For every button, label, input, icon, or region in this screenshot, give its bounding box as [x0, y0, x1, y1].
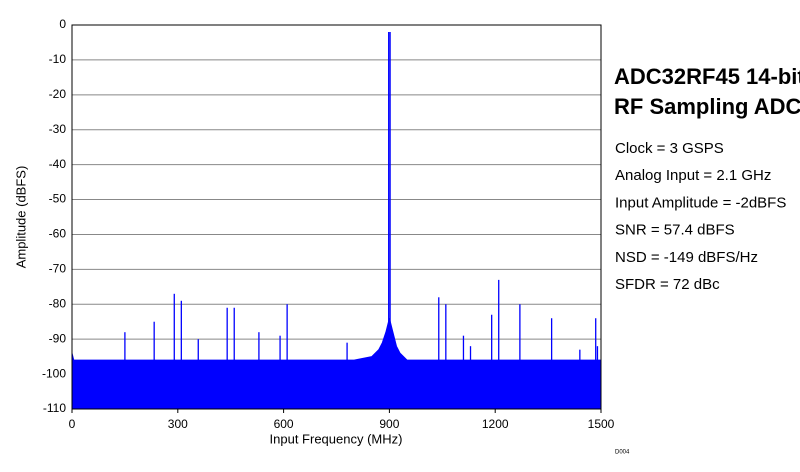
y-tick-label: -50 — [49, 192, 67, 206]
x-axis-title: Input Frequency (MHz) — [270, 431, 403, 446]
y-tick-label: -40 — [49, 157, 67, 171]
y-tick-label: -80 — [49, 296, 67, 310]
annotation: SFDR = 72 dBc — [615, 276, 720, 293]
footnote: D004 — [615, 450, 630, 456]
title-line: ADC32RF45 14-bit — [614, 64, 800, 89]
y-tick-label: -110 — [43, 401, 66, 415]
y-tick-label: -20 — [49, 87, 67, 101]
x-tick-label: 600 — [274, 417, 294, 431]
y-tick-label: 0 — [59, 17, 66, 31]
title-line: RF Sampling ADC — [614, 94, 800, 119]
annotation: Input Amplitude = -2dBFS — [615, 194, 786, 211]
x-tick-label: 0 — [69, 417, 76, 431]
y-tick-label: -10 — [49, 52, 67, 66]
x-tick-label: 1500 — [588, 417, 615, 431]
plot-frame — [71, 24, 602, 410]
y-tick-label: -90 — [49, 331, 67, 345]
y-tick-label: -30 — [49, 122, 67, 136]
annotation: SNR = 57.4 dBFS — [615, 222, 735, 239]
annotation: Clock = 3 GSPS — [615, 140, 724, 157]
annotation: NSD = -149 dBFS/Hz — [615, 249, 758, 266]
plot-area — [72, 25, 601, 409]
annotation: Analog Input = 2.1 GHz — [615, 167, 771, 184]
x-tick-label: 1200 — [482, 417, 509, 431]
y-axis-title: Amplitude (dBFS) — [13, 166, 28, 269]
y-tick-label: -70 — [49, 262, 67, 276]
x-tick-label: 900 — [379, 417, 399, 431]
x-tick-label: 300 — [168, 417, 188, 431]
y-tick-label: -60 — [49, 227, 67, 241]
y-tick-label: -100 — [42, 366, 66, 380]
noise-floor — [71, 318, 602, 410]
